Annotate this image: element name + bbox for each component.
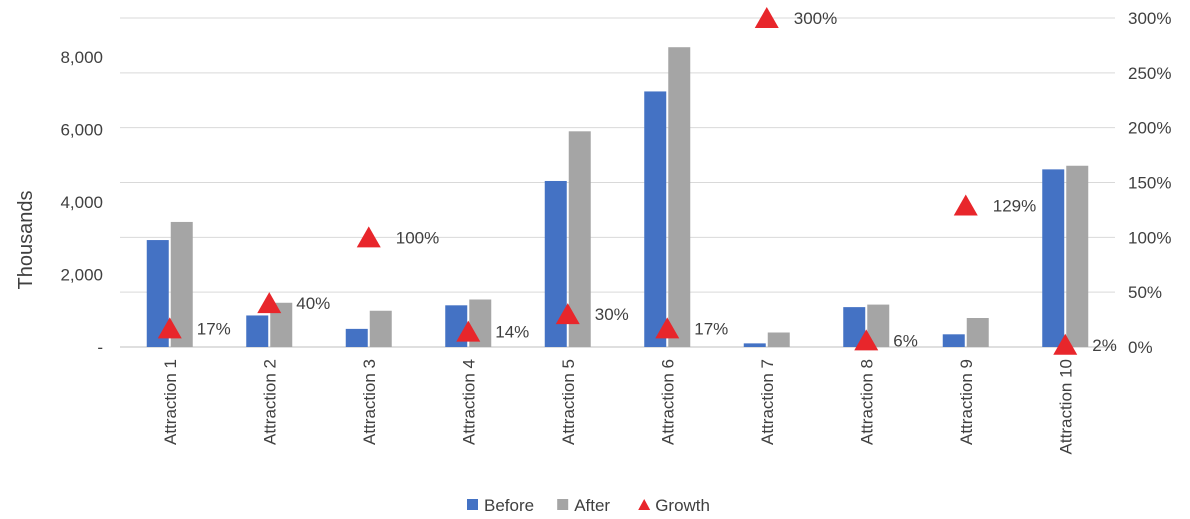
bar-before	[544, 180, 567, 347]
y-axis-title: Thousands	[15, 191, 37, 290]
growth-marker	[456, 320, 481, 342]
bar-before	[345, 328, 368, 347]
bar-after	[369, 310, 392, 347]
bars	[146, 47, 1089, 348]
category-label: Attraction 1	[161, 359, 180, 445]
bar-before	[843, 307, 866, 347]
y-tick-label: -	[97, 338, 103, 357]
bar-after	[867, 304, 890, 347]
growth-marker	[157, 317, 182, 339]
legend-swatch-before	[467, 499, 478, 510]
growth-data-label: 17%	[694, 319, 728, 338]
bar-before	[644, 91, 667, 347]
y-tick-label: 4,000	[60, 193, 103, 212]
category-label: Attraction 7	[758, 359, 777, 445]
category-label: Attraction 9	[957, 359, 976, 445]
growth-data-label: 14%	[495, 323, 529, 342]
bar-before	[146, 240, 169, 347]
bar-after	[668, 47, 691, 348]
bar-before	[246, 315, 269, 347]
y2-tick-label: 150%	[1128, 174, 1171, 193]
growth-data-label: 300%	[794, 9, 837, 28]
growth-data-label: 30%	[595, 305, 629, 324]
growth-marker	[1053, 333, 1078, 355]
growth-data-label: 129%	[993, 197, 1036, 216]
y2-tick-label: 200%	[1128, 119, 1171, 138]
bar-before	[743, 343, 766, 347]
category-label: Attraction 6	[658, 359, 677, 445]
legend-label: After	[574, 496, 610, 515]
y2-tick-label: 100%	[1128, 228, 1171, 247]
growth-data-label: 100%	[396, 228, 439, 247]
bar-before	[1042, 169, 1065, 347]
growth-marker	[555, 303, 580, 325]
y2-axis-ticks: 0% 50% 100% 150% 200% 250% 300%	[1128, 9, 1171, 357]
category-label: Attraction 2	[260, 359, 279, 445]
category-label: Attraction 8	[857, 359, 876, 445]
growth-marker	[257, 292, 282, 314]
legend-label: Growth	[655, 496, 710, 515]
growth-data-label: 40%	[296, 294, 330, 313]
legend-marker-growth	[638, 499, 651, 510]
bar-before	[942, 334, 965, 347]
category-label: Attraction 5	[559, 359, 578, 445]
legend: Before After Growth	[467, 496, 710, 515]
y2-tick-label: 250%	[1128, 64, 1171, 83]
y2-tick-label: 0%	[1128, 338, 1153, 357]
growth-data-label: 17%	[197, 319, 231, 338]
category-label: Attraction 10	[1056, 359, 1075, 454]
category-label: Attraction 4	[459, 359, 478, 445]
growth-data-label: 2%	[1092, 336, 1117, 355]
growth-markers: 17% 40% 100% 14% 30% 17% 300% 6% 129% 2%	[157, 7, 1117, 355]
bar-after	[170, 221, 193, 347]
legend-swatch-after	[557, 499, 569, 510]
y-tick-label: 6,000	[60, 121, 103, 140]
legend-label: Before	[484, 496, 534, 515]
growth-marker	[655, 317, 680, 339]
category-labels: Attraction 1 Attraction 2 Attraction 3 Attr…	[161, 359, 1076, 454]
bar-after	[270, 302, 293, 347]
y-tick-label: 2,000	[60, 266, 103, 285]
growth-marker	[754, 7, 779, 28]
gridlines	[120, 17, 1115, 348]
y2-tick-label: 50%	[1128, 283, 1162, 302]
growth-data-label: 6%	[893, 331, 918, 350]
growth-marker	[953, 194, 978, 216]
y2-tick-label: 300%	[1128, 9, 1171, 28]
growth-marker	[854, 329, 879, 351]
y-tick-label: 8,000	[60, 48, 103, 67]
bar-after	[767, 332, 790, 347]
growth-marker	[356, 226, 381, 248]
bar-after	[966, 318, 989, 347]
bar-after	[568, 131, 591, 347]
bar-after	[1066, 165, 1089, 347]
y-axis-ticks: - 2,000 4,000 6,000 8,000	[60, 48, 103, 357]
category-label: Attraction 3	[360, 359, 379, 445]
